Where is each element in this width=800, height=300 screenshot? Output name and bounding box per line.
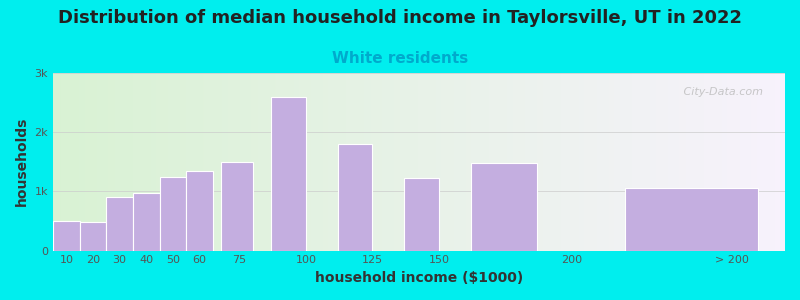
Bar [471,163,538,250]
Bar [271,97,306,250]
Bar [106,197,133,250]
Bar [404,178,439,250]
Bar [53,221,80,250]
Bar [159,177,186,250]
Y-axis label: households: households [15,117,29,206]
Bar [80,223,106,250]
Bar [133,193,159,250]
Text: Distribution of median household income in Taylorsville, UT in 2022: Distribution of median household income … [58,9,742,27]
Text: White residents: White residents [332,51,468,66]
Bar [221,162,253,250]
Text: City-Data.com: City-Data.com [673,87,763,97]
Bar [338,144,373,250]
Bar [186,171,213,250]
X-axis label: household income ($1000): household income ($1000) [315,271,523,285]
Bar [626,188,758,250]
